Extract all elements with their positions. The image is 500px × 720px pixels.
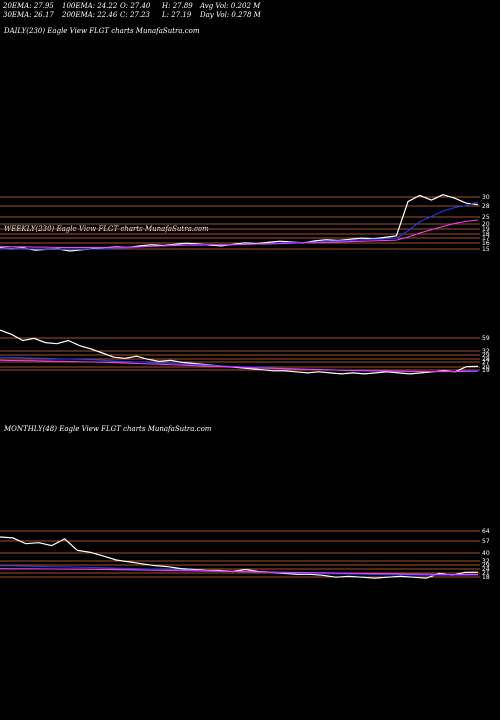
monthly-panel-title: MONTHLY(48) Eagle View FLGT charts Munaf… — [4, 425, 212, 433]
daily-price-line — [0, 194, 479, 252]
daily-y-tick: 20 — [482, 221, 490, 228]
ema20-label: 20EMA: 27.95 — [3, 2, 54, 10]
monthly-y-tick: 18 — [482, 574, 490, 581]
daily-ema-line-1 — [0, 201, 479, 250]
ema100-label: 100EMA: 24.22 — [62, 2, 118, 10]
weekly-y-tick: 28 — [482, 356, 490, 363]
weekly-ema-line-2 — [0, 359, 479, 373]
monthly-y-tick: 24 — [482, 566, 490, 573]
monthly-y-tick: 57 — [482, 538, 490, 545]
ema200-label: 200EMA: 22.46 — [62, 11, 118, 19]
monthly-y-tick: 21 — [482, 570, 490, 577]
monthly-y-tick: 32 — [482, 558, 490, 565]
monthly-price-line — [0, 536, 479, 579]
day-vol-label: Day Vol: 0.278 M — [200, 11, 261, 19]
weekly-y-tick: 19 — [482, 367, 490, 374]
monthly-ema-line-2 — [0, 568, 478, 575]
weekly-y-tick: 20 — [482, 364, 490, 371]
close-label: C: 27.23 — [120, 11, 150, 19]
daily-y-tick: 16 — [482, 240, 490, 247]
avg-vol-label: Avg Vol: 0.202 M — [200, 2, 261, 10]
ema30-label: 30EMA: 26.17 — [3, 11, 54, 19]
daily-y-tick: 18 — [482, 231, 490, 238]
weekly-y-tick: 27 — [482, 359, 490, 366]
weekly-y-tick: 32 — [482, 348, 490, 355]
weekly-y-tick: 59 — [482, 335, 490, 342]
daily-y-tick: 17 — [482, 235, 490, 242]
daily-y-tick: 28 — [482, 203, 490, 210]
monthly-y-tick: 64 — [482, 528, 490, 535]
low-label: L: 27.19 — [162, 11, 192, 19]
weekly-y-tick: 29 — [482, 352, 490, 359]
daily-panel-title: DAILY(230) Eagle View FLGT charts Munafa… — [4, 27, 200, 35]
daily-ema-line-2 — [0, 219, 479, 248]
daily-y-tick: 25 — [482, 214, 490, 221]
daily-y-tick: 15 — [482, 246, 490, 253]
monthly-y-tick: 40 — [482, 550, 490, 557]
daily-y-tick: 19 — [482, 226, 490, 233]
open-label: O: 27.40 — [120, 2, 151, 10]
monthly-y-tick: 29 — [482, 562, 490, 569]
high-label: H: 27.89 — [162, 2, 193, 10]
daily-y-tick: 30 — [482, 194, 490, 201]
